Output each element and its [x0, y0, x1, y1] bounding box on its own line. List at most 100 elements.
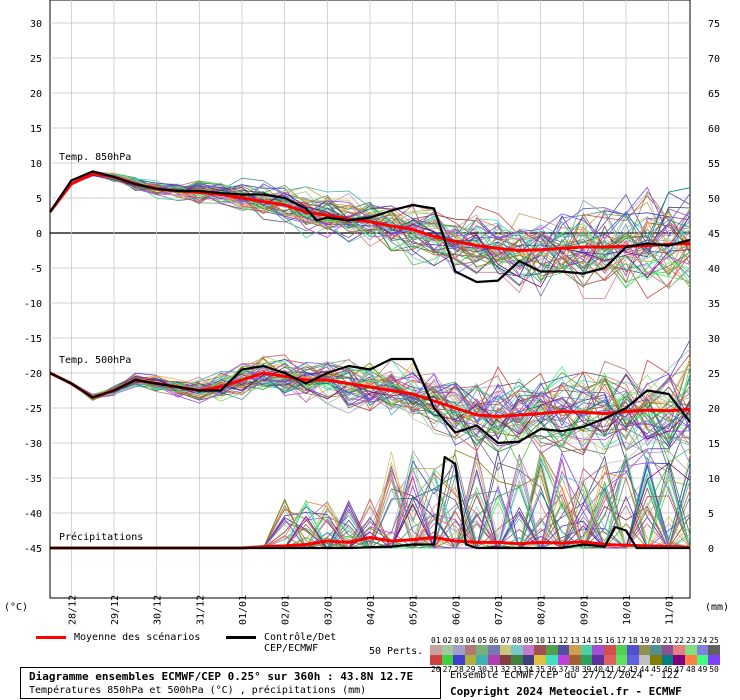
right-tick-label: 35 — [708, 299, 720, 310]
perturbation-line — [49, 172, 691, 273]
pert-number: 16 — [604, 636, 615, 645]
pert-swatch — [487, 655, 500, 665]
right-tick-label: 75 — [708, 19, 720, 30]
x-tick-label: 04/01 — [366, 595, 377, 625]
pert-swatch — [499, 655, 512, 665]
pert-number: 40 — [593, 665, 603, 674]
pert-swatch — [534, 645, 546, 655]
pert-swatch — [661, 655, 674, 665]
control-series-line — [49, 170, 691, 284]
pert-swatch — [511, 645, 523, 655]
pert-swatch — [627, 655, 639, 665]
right-tick-label: 60 — [708, 124, 720, 135]
pert-swatch — [627, 645, 639, 655]
pert-swatches-row2 — [430, 655, 720, 665]
left-tick-label: 5 — [36, 194, 42, 205]
pert-number: 15 — [593, 636, 603, 645]
pert-swatch — [464, 645, 477, 655]
pert-swatch — [696, 655, 709, 665]
panel-label: Précipitations — [59, 531, 143, 543]
series-lines — [48, 170, 691, 550]
right-tick-label: 65 — [708, 89, 720, 100]
pert-swatch — [441, 655, 454, 665]
x-tick-label: 08/01 — [537, 595, 548, 625]
pert-swatch — [708, 645, 720, 655]
pert-number: 44 — [639, 665, 650, 674]
pert-swatch — [522, 655, 535, 665]
x-tick-label: 05/01 — [409, 595, 420, 625]
x-tick-label: 02/01 — [281, 595, 292, 625]
left-tick-label: -45 — [24, 544, 42, 555]
x-axis-ticks: 28/12 29/12 30/12 31/12 01/01 02/01 03/01 04/01… — [67, 595, 675, 625]
pert-swatch — [487, 645, 500, 655]
x-tick-label: 06/01 — [451, 595, 462, 625]
right-tick-label: 25 — [708, 369, 720, 380]
copyright: Copyright 2024 Meteociel.fr - ECMWF — [450, 685, 682, 698]
pert-swatch — [580, 655, 593, 665]
pert-swatch — [569, 645, 581, 655]
left-axis-unit: (°C) — [4, 602, 28, 613]
left-tick-label: -5 — [30, 264, 42, 275]
left-tick-label: -25 — [24, 404, 42, 415]
left-tick-label: -30 — [24, 439, 42, 450]
x-tick-label: 30/12 — [153, 595, 164, 625]
pert-swatch — [522, 645, 535, 655]
legend-mean-swatch — [36, 635, 66, 639]
control-series-line — [50, 455, 690, 550]
chart-title-box: Diagramme ensembles ECMWF/CEP 0.25° sur … — [20, 667, 441, 699]
pert-swatch — [592, 645, 604, 655]
pert-numbers-row1: 01 02 03 04 05 06 07 08 09 10 11 12 13 14 15 16 17 18 19 20… — [430, 636, 720, 645]
pert-swatch — [557, 645, 570, 655]
legend-mean: Moyenne des scénarios — [36, 632, 200, 643]
left-tick-label: 15 — [30, 124, 42, 135]
pert-swatch — [638, 655, 651, 665]
pert-swatch — [430, 645, 442, 655]
pert-number: 08 — [512, 636, 522, 645]
pert-swatch — [557, 655, 570, 665]
pert-swatch — [464, 655, 477, 665]
left-axis-ticks: 30 25 20 15 10 5 0 -5 -10 -15 -20 -25 -30 -35 -40 -45 — [24, 19, 42, 555]
perturbation-line — [49, 172, 691, 268]
pert-swatch — [603, 645, 616, 655]
panel-labels: Temp. 850hPa Temp. 500hPa Précipitations — [59, 152, 143, 543]
pert-number: 10 — [535, 636, 545, 645]
pert-swatch — [615, 645, 628, 655]
pert-swatch — [545, 645, 558, 655]
pert-swatch — [476, 655, 488, 665]
left-tick-label: -10 — [24, 299, 42, 310]
pert-number: 31 — [488, 665, 499, 674]
x-tick-label: 10/01 — [622, 595, 633, 625]
chart-subtitle: Températures 850hPa et 500hPa (°C) , pré… — [29, 685, 367, 696]
control-series-line — [49, 357, 691, 445]
legend-control-swatch — [226, 635, 256, 639]
pert-swatch — [603, 655, 616, 665]
left-tick-label: -15 — [24, 334, 42, 345]
pert-number: 23 — [686, 636, 696, 645]
perturbations-label: 50 Perts. — [369, 646, 424, 657]
pert-number: 26 — [430, 665, 441, 674]
pert-number: 13 — [570, 636, 580, 645]
pert-swatch — [708, 655, 720, 665]
pert-number: 12 — [558, 636, 569, 645]
left-tick-label: -20 — [24, 369, 42, 380]
perturbation-line — [49, 174, 691, 270]
pert-number: 30 — [477, 665, 487, 674]
pert-number: 18 — [628, 636, 638, 645]
left-tick-label: -40 — [24, 509, 42, 520]
right-tick-label: 45 — [708, 229, 720, 240]
pert-number: 38 — [570, 665, 580, 674]
pert-number: 25 — [709, 636, 719, 645]
pert-number: 45 — [651, 665, 661, 674]
pert-number: 35 — [535, 665, 545, 674]
pert-number: 07 — [500, 636, 511, 645]
pert-number: 29 — [465, 665, 476, 674]
pert-swatch — [476, 645, 488, 655]
pert-swatch — [430, 655, 442, 665]
right-tick-label: 0 — [708, 544, 714, 555]
pert-number: 17 — [616, 636, 627, 645]
legend-mean-label: Moyenne des scénarios — [74, 632, 201, 643]
pert-number: 48 — [686, 665, 696, 674]
perturbation-line — [49, 172, 691, 286]
pert-swatch — [534, 655, 546, 665]
